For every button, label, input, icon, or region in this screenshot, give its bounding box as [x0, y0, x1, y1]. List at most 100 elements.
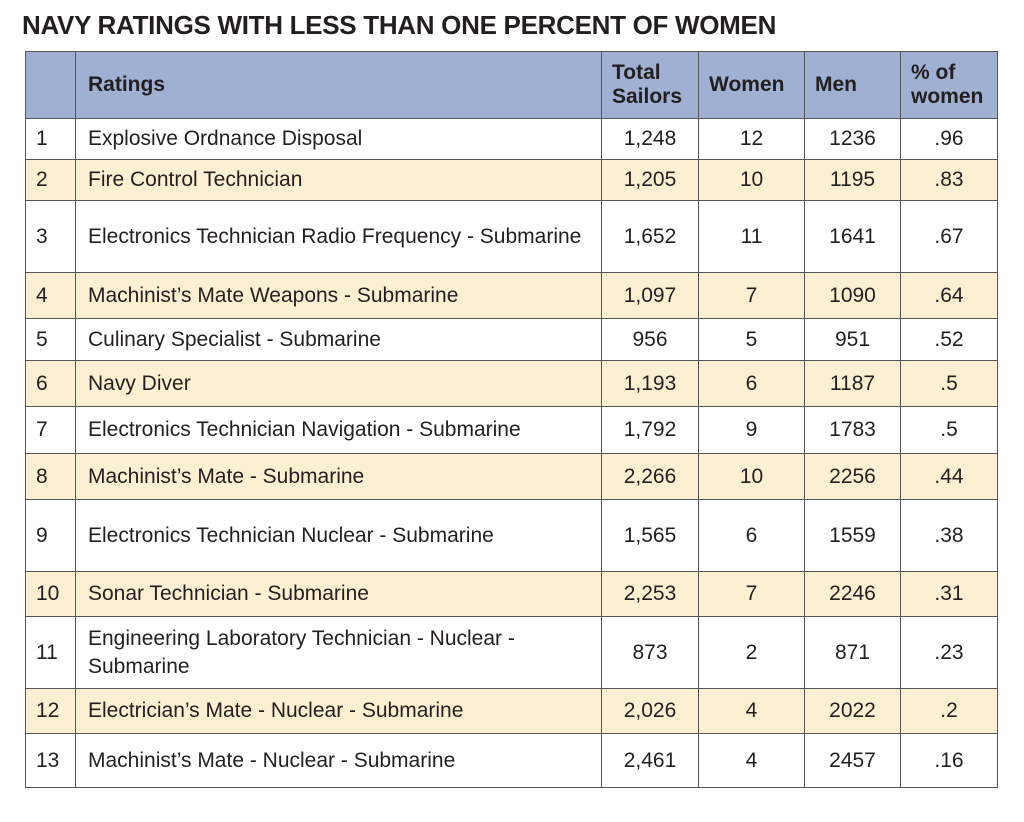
table-row: 2 Fire Control Technician 1,205 10 1195.83 [25, 159, 998, 201]
cell-rank: 6 [25, 360, 76, 407]
cell-women: 10 [698, 453, 805, 500]
header-total-sailors: Total Sailors [601, 51, 699, 119]
cell-rank: 9 [25, 499, 76, 572]
table-row: 11 Engineering Laboratory Technician - Nu… [25, 616, 998, 689]
cell-total-sailors: 1,097 [601, 272, 699, 319]
cell-pct-women: .5 [900, 406, 998, 454]
ratings-table: Ratings Total Sailors Women Men % of wom… [25, 51, 998, 788]
cell-women: 4 [698, 733, 805, 788]
table-row: 4 Machinist’s Mate Weapons - Submarine 1,0… [25, 272, 998, 319]
cell-total-sailors: 1,205 [601, 159, 699, 201]
cell-rating: Electronics Technician Nuclear - Submari… [75, 499, 602, 572]
cell-women: 11 [698, 200, 805, 273]
cell-rating: Machinist’s Mate Weapons - Submarine [75, 272, 602, 319]
cell-pct-women: .96 [900, 118, 998, 160]
cell-pct-women: .2 [900, 688, 998, 734]
cell-women: 6 [698, 499, 805, 572]
cell-women: 7 [698, 272, 805, 319]
table-row: 3 Electronics Technician Radio Frequency … [25, 200, 998, 273]
cell-men: 1195 [804, 159, 901, 201]
cell-rank: 12 [25, 688, 76, 734]
cell-total-sailors: 873 [601, 616, 699, 689]
cell-rating: Explosive Ordnance Disposal [75, 118, 602, 160]
cell-men: 1559 [804, 499, 901, 572]
cell-men: 1090 [804, 272, 901, 319]
cell-women: 7 [698, 571, 805, 617]
cell-women: 10 [698, 159, 805, 201]
cell-rating: Electronics Technician Radio Frequency -… [75, 200, 602, 273]
cell-rank: 5 [25, 318, 76, 361]
table-row: 6 Navy Diver 1,193 6 1187.5 [25, 360, 998, 407]
cell-men: 871 [804, 616, 901, 689]
header-row: Ratings Total Sailors Women Men % of wom… [25, 51, 998, 119]
table-row: 13 Machinist’s Mate - Nuclear - Submarine… [25, 733, 998, 788]
table-row: 8 Machinist’s Mate - Submarine 2,266 10 2256… [25, 453, 998, 500]
cell-pct-women: .67 [900, 200, 998, 273]
cell-men: 2022 [804, 688, 901, 734]
cell-women: 12 [698, 118, 805, 160]
cell-total-sailors: 1,248 [601, 118, 699, 160]
header-men: Men [804, 51, 901, 119]
cell-men: 951 [804, 318, 901, 361]
cell-rating: Fire Control Technician [75, 159, 602, 201]
table-row: 12 Electrician’s Mate - Nuclear - Submari… [25, 688, 998, 734]
cell-rating: Navy Diver [75, 360, 602, 407]
cell-men: 2256 [804, 453, 901, 500]
cell-total-sailors: 2,253 [601, 571, 699, 617]
cell-pct-women: .5 [900, 360, 998, 407]
cell-total-sailors: 1,565 [601, 499, 699, 572]
table-row: 7 Electronics Technician Navigation - Sub… [25, 406, 998, 454]
cell-rating: Electronics Technician Navigation - Subm… [75, 406, 602, 454]
table-row: 10 Sonar Technician - Submarine 2,253 7 2246… [25, 571, 998, 617]
header-ratings: Ratings [75, 51, 602, 119]
cell-rating: Electrician’s Mate - Nuclear - Submarine [75, 688, 602, 734]
cell-total-sailors: 1,792 [601, 406, 699, 454]
cell-rating: Machinist’s Mate - Submarine [75, 453, 602, 500]
cell-rating: Machinist’s Mate - Nuclear - Submarine [75, 733, 602, 788]
table-row: 5 Culinary Specialist - Submarine 956 5 951.… [25, 318, 998, 361]
table-row: 1 Explosive Ordnance Disposal 1,248 12 1236.… [25, 118, 998, 160]
cell-men: 2457 [804, 733, 901, 788]
cell-rank: 10 [25, 571, 76, 617]
cell-women: 2 [698, 616, 805, 689]
cell-total-sailors: 956 [601, 318, 699, 361]
cell-pct-women: .44 [900, 453, 998, 500]
cell-pct-women: .52 [900, 318, 998, 361]
cell-rank: 11 [25, 616, 76, 689]
cell-men: 2246 [804, 571, 901, 617]
cell-pct-women: .23 [900, 616, 998, 689]
cell-rank: 8 [25, 453, 76, 500]
cell-rating: Sonar Technician - Submarine [75, 571, 602, 617]
cell-total-sailors: 2,461 [601, 733, 699, 788]
table-body: 1 Explosive Ordnance Disposal 1,248 12 1236.… [25, 118, 998, 788]
cell-women: 6 [698, 360, 805, 407]
cell-women: 5 [698, 318, 805, 361]
cell-men: 1236 [804, 118, 901, 160]
cell-pct-women: .31 [900, 571, 998, 617]
cell-rank: 7 [25, 406, 76, 454]
cell-total-sailors: 2,266 [601, 453, 699, 500]
cell-women: 4 [698, 688, 805, 734]
table-row: 9 Electronics Technician Nuclear - Submar… [25, 499, 998, 572]
table-title: NAVY RATINGS WITH LESS THAN ONE PERCENT … [22, 10, 777, 40]
cell-men: 1187 [804, 360, 901, 407]
cell-pct-women: .83 [900, 159, 998, 201]
header-pct-women: % of women [900, 51, 998, 119]
header-women: Women [698, 51, 805, 119]
cell-rank: 3 [25, 200, 76, 273]
cell-total-sailors: 2,026 [601, 688, 699, 734]
cell-rating: Culinary Specialist - Submarine [75, 318, 602, 361]
cell-total-sailors: 1,652 [601, 200, 699, 273]
cell-rating: Engineering Laboratory Technician - Nucl… [75, 616, 602, 689]
cell-rank: 13 [25, 733, 76, 788]
cell-men: 1783 [804, 406, 901, 454]
cell-men: 1641 [804, 200, 901, 273]
cell-rank: 4 [25, 272, 76, 319]
cell-rank: 1 [25, 118, 76, 160]
cell-women: 9 [698, 406, 805, 454]
cell-pct-women: .38 [900, 499, 998, 572]
cell-total-sailors: 1,193 [601, 360, 699, 407]
cell-pct-women: .16 [900, 733, 998, 788]
cell-pct-women: .64 [900, 272, 998, 319]
cell-rank: 2 [25, 159, 76, 201]
